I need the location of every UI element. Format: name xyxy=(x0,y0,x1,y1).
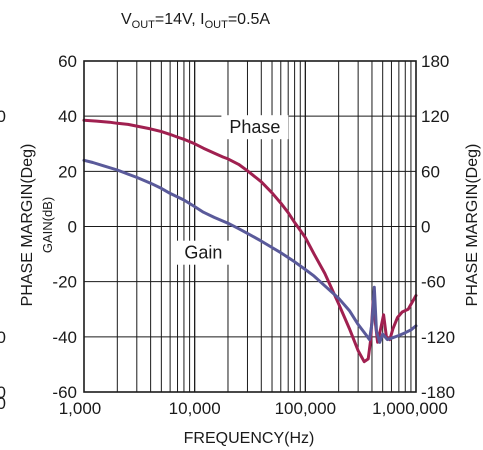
y-right-tick-label: 0 xyxy=(421,218,430,237)
series-line-gain xyxy=(82,158,418,344)
y-left-tick-label: -20 xyxy=(52,273,77,292)
y-left-tick-label: -60 xyxy=(52,383,77,402)
y-outer-tick-label: 0 xyxy=(0,383,6,402)
y-outer-tick-label: 00 xyxy=(0,394,6,413)
y-axis-left-title: GAIN(dB) xyxy=(40,197,55,253)
tick-labels: 1,000 10,000 100,000 1,000,000 60 40 20 0 -20 -40… xyxy=(0,52,455,418)
y-left-tick-label: -40 xyxy=(52,328,77,347)
x-tick-label: 10,000 xyxy=(169,399,221,418)
y-left-tick-label: 60 xyxy=(58,52,77,71)
annotation-phase-label: Phase xyxy=(229,117,280,137)
series-line-phase xyxy=(82,118,418,364)
annotation-gain-label: Gain xyxy=(184,243,222,263)
annotation-background xyxy=(175,240,232,265)
x-tick-label: 1,000,000 xyxy=(372,399,448,418)
plot-frame xyxy=(83,60,417,393)
chart-condition-title: VOUT=14V, IOUT=0.5A xyxy=(121,11,270,31)
annotations: Phase Gain xyxy=(175,115,289,265)
series-lines xyxy=(82,118,418,364)
y-right-tick-label: 180 xyxy=(421,52,449,71)
y-right-tick-label: 60 xyxy=(421,162,440,181)
y-outer-tick-label: 0 xyxy=(0,328,6,347)
y-left-tick-label: 0 xyxy=(68,218,77,237)
x-axis-title: FREQUENCY(Hz) xyxy=(184,430,315,447)
y-axis-outer-title: PHASE MARGIN(Deg) xyxy=(19,144,36,307)
grid-lines xyxy=(84,61,416,392)
y-left-tick-label: 20 xyxy=(58,162,77,181)
y-right-tick-label: -120 xyxy=(421,328,455,347)
annotation-background xyxy=(221,115,289,140)
x-tick-label: 100,000 xyxy=(275,399,336,418)
y-outer-tick-label: 0 xyxy=(0,107,6,126)
y-right-tick-label: -60 xyxy=(421,273,446,292)
y-right-tick-label: -180 xyxy=(421,383,455,402)
y-left-tick-label: 40 xyxy=(58,107,77,126)
y-right-tick-label: 120 xyxy=(421,107,449,126)
x-tick-label: 1,000 xyxy=(59,399,102,418)
y-axis-right-title: PHASE MARGIN(Deg) xyxy=(464,144,481,307)
